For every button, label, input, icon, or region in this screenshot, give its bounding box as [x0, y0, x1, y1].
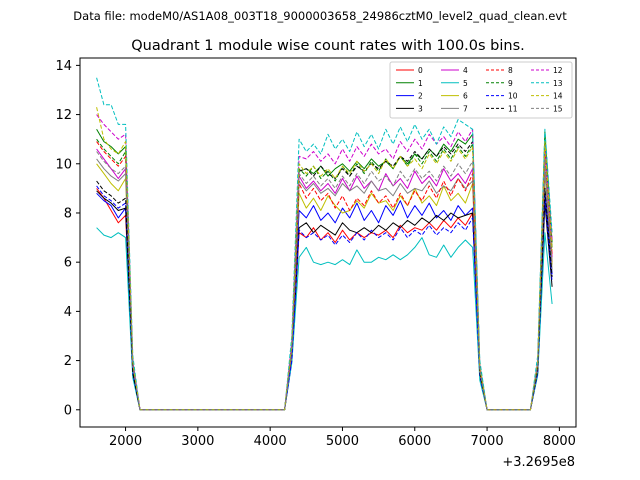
legend-label-3: 3 [418, 104, 423, 113]
y-tick-label: 0 [64, 403, 72, 418]
y-tick-label: 14 [55, 59, 72, 74]
x-tick-label: 3000 [181, 434, 214, 449]
x-tick-label: 8000 [543, 434, 576, 449]
legend-label-8: 8 [508, 66, 513, 75]
x-tick-label: 4000 [254, 434, 287, 449]
legend-label-13: 13 [553, 79, 563, 88]
legend-label-14: 14 [553, 92, 563, 101]
axes-frame [79, 57, 577, 428]
y-tick-label: 12 [55, 108, 72, 123]
series-line-10 [96, 185, 553, 411]
y-tick-label: 6 [64, 256, 72, 271]
legend-label-0: 0 [418, 66, 423, 75]
legend-label-5: 5 [463, 79, 468, 88]
legend-label-1: 1 [418, 79, 423, 88]
y-tick-label: 4 [64, 305, 72, 320]
x-tick-label: 5000 [326, 434, 359, 449]
legend-label-7: 7 [463, 104, 468, 113]
chart-title: Quadrant 1 module wise count rates with … [131, 38, 525, 54]
legend-label-2: 2 [418, 92, 423, 101]
legend-label-11: 11 [508, 104, 518, 113]
legend-label-6: 6 [463, 92, 468, 101]
legend-label-4: 4 [463, 66, 468, 75]
legend-box [389, 61, 573, 119]
legend-label-15: 15 [553, 104, 563, 113]
figure-suptitle: Data file: modeM0/AS1A08_003T18_90000036… [73, 9, 567, 23]
y-tick-label: 10 [55, 157, 72, 172]
x-axis-offset-label: +3.2695e8 [502, 455, 575, 470]
series-lines [96, 77, 553, 411]
legend-label-12: 12 [553, 66, 563, 75]
legend-label-10: 10 [508, 92, 518, 101]
series-line-15 [96, 151, 553, 411]
x-tick-label: 7000 [471, 434, 504, 449]
x-tick-label: 2000 [109, 434, 142, 449]
y-tick-label: 8 [64, 206, 72, 221]
legend-label-9: 9 [508, 79, 513, 88]
y-tick-label: 2 [64, 354, 72, 369]
x-tick-label: 6000 [398, 434, 431, 449]
